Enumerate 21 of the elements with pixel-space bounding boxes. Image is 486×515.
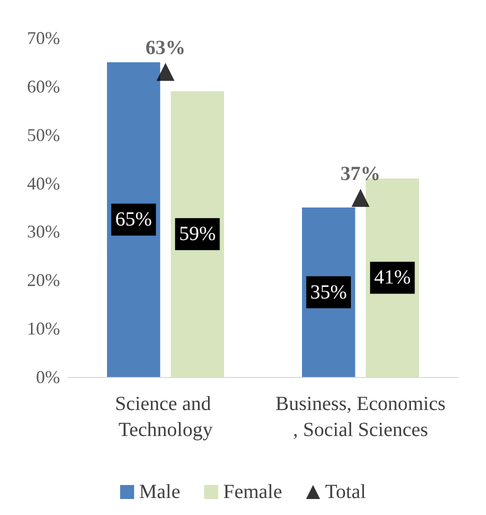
- data-label: 35%: [310, 281, 347, 304]
- y-tick-label: 70%: [27, 28, 60, 48]
- bar: [107, 62, 160, 377]
- data-label: 37%: [340, 162, 380, 185]
- y-tick-label: 30%: [27, 222, 60, 242]
- data-label: 41%: [374, 266, 411, 289]
- legend-label: Male: [139, 481, 180, 503]
- x-tick-label: Business, Economics, Social Sciences: [276, 393, 446, 441]
- bar: [170, 91, 224, 377]
- x-tick-label: Science and Technology: [114, 393, 216, 441]
- y-tick-label: 0%: [36, 367, 60, 387]
- y-tick-label: 10%: [27, 318, 60, 339]
- y-tick-label: 50%: [27, 124, 60, 145]
- y-tick-label: 40%: [27, 173, 60, 194]
- y-tick-label: 60%: [27, 76, 60, 96]
- legend-label: Female: [223, 481, 282, 503]
- data-label: 59%: [179, 223, 216, 246]
- data-label: 63%: [146, 36, 186, 59]
- data-label: 65%: [115, 208, 152, 231]
- legend-label: Total: [325, 481, 366, 503]
- y-tick-label: 20%: [27, 270, 60, 290]
